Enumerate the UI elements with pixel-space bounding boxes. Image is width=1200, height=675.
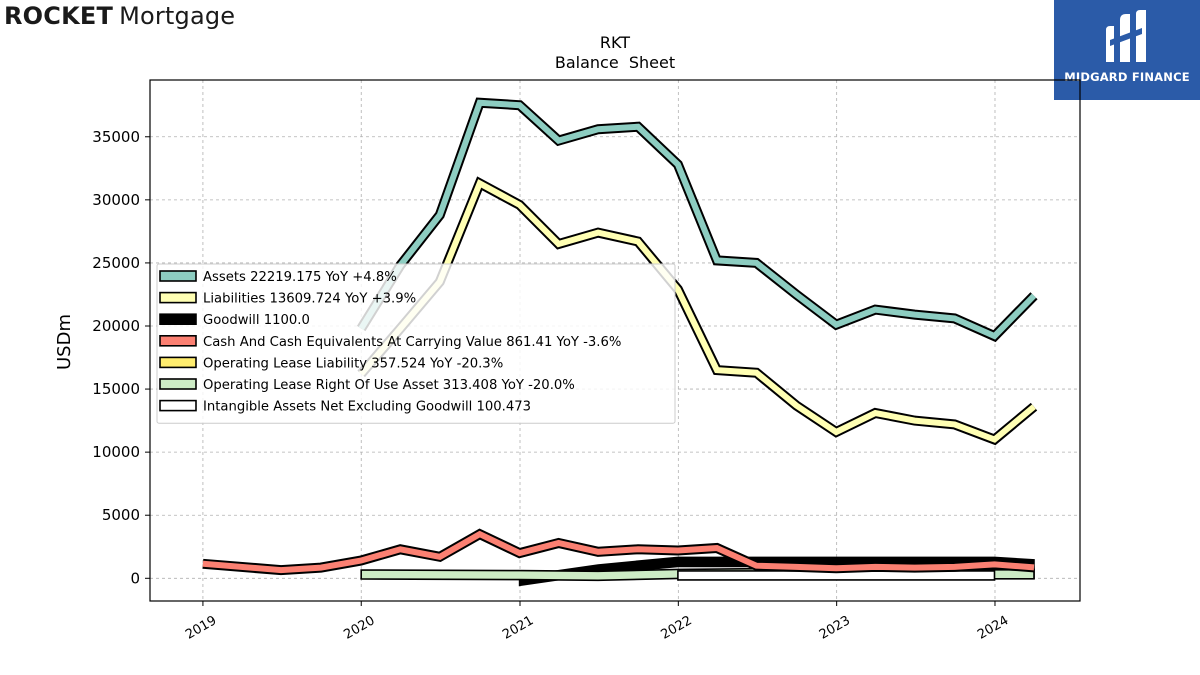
legend-swatch-assets [159, 270, 197, 282]
y-tick-label: 10000 [92, 443, 140, 461]
legend-swatch-cash [159, 334, 197, 347]
legend-swatch-intangible [159, 399, 197, 412]
y-tick-label: 0 [130, 569, 140, 587]
legend-label: Goodwill 1100.0 [203, 313, 310, 328]
x-tick-label: 2019 [183, 613, 219, 643]
midgard-finance-badge: MIDGARD FINANCE [1054, 0, 1200, 100]
legend-label: Intangible Assets Net Excluding Goodwill… [203, 400, 531, 415]
y-tick-label: 20000 [92, 317, 140, 335]
badge-label: MIDGARD FINANCE [1064, 70, 1190, 84]
y-tick-label: 25000 [92, 254, 140, 272]
legend-swatch-op-lease-liab [159, 356, 197, 369]
y-axis-label: USDm [54, 314, 75, 370]
series-liabilities [357, 176, 1038, 446]
x-tick-label: 2024 [975, 613, 1011, 643]
rocket-mortgage-logo: ROCKET Mortgage [4, 2, 235, 30]
chart-title: RKT [600, 33, 630, 52]
line-series [202, 97, 1038, 576]
y-tick-label: 35000 [92, 128, 140, 146]
x-tick-label: 2023 [817, 613, 853, 643]
y-tick-label: 15000 [92, 380, 140, 398]
series-line [358, 99, 1037, 340]
chart-subtitle: Balance Sheet [555, 53, 675, 72]
brand-word-rocket: ROCKET [4, 2, 114, 30]
legend-label: Cash And Cash Equivalents At Carrying Va… [203, 335, 621, 350]
plot-frame [149, 79, 1081, 602]
brand-word-mortgage: Mortgage [119, 2, 236, 30]
legend-label: Liabilities 13609.724 YoY +3.9% [203, 292, 416, 307]
midgard-logo-icon [1106, 10, 1146, 62]
legend-label: Assets 22219.175 YoY +4.8% [203, 270, 397, 285]
y-tick-label: 30000 [92, 191, 140, 209]
x-tick-label: 2022 [659, 613, 695, 643]
legend-label: Operating Lease Right Of Use Asset 313.4… [203, 378, 575, 393]
legend-swatch-op-lease-rou [159, 378, 197, 390]
legend-swatch-goodwill [159, 313, 197, 326]
series-cash [202, 528, 1035, 576]
legend: Assets 22219.175 YoY +4.8% Liabilities 13… [156, 263, 676, 424]
series-assets [356, 97, 1038, 343]
y-tick-label: 5000 [102, 506, 140, 524]
legend-box [156, 263, 676, 424]
legend-label: Operating Lease Liability 357.524 YoY -2… [203, 356, 503, 371]
legend-swatch-liabilities [159, 291, 197, 304]
x-tick-label: 2021 [500, 613, 536, 643]
x-tick-label: 2020 [341, 613, 377, 643]
series-line [358, 179, 1036, 443]
